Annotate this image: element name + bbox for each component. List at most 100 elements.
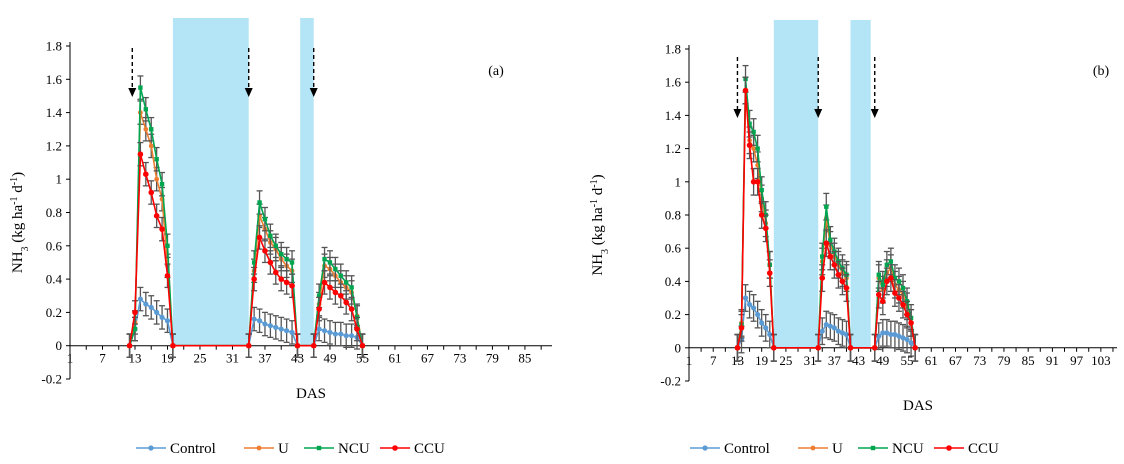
ncu-point [322, 256, 327, 262]
y-tick-label: 0.8 [46, 205, 62, 220]
control-point [896, 333, 902, 339]
ccu-point [758, 212, 765, 218]
ncu-point [132, 326, 138, 332]
ccu-point [827, 253, 834, 260]
u-point [810, 445, 816, 451]
ccu-point [746, 142, 753, 149]
ccu-point [262, 247, 268, 254]
ccu-point [245, 342, 252, 349]
control-point [159, 314, 165, 320]
control-point [164, 318, 171, 324]
x-tick-label: 43 [291, 351, 304, 366]
legend-label: Control [170, 441, 216, 457]
ccu-point [278, 276, 285, 282]
y-axis-label-part: d [590, 187, 606, 199]
ccu-point [875, 291, 882, 298]
x-tick-label: 85 [1022, 353, 1035, 368]
ncu-point [900, 285, 906, 291]
control-point [884, 330, 890, 336]
legend-label: NCU [338, 441, 370, 457]
ccu-point [316, 306, 322, 312]
x-tick-label: 61 [925, 353, 938, 368]
control-point [702, 445, 708, 451]
ncu-point [316, 293, 322, 298]
ccu-point [831, 262, 838, 268]
control-point [767, 331, 773, 338]
y-axis-label-part: d [10, 185, 26, 197]
ncu-point [349, 285, 354, 290]
x-tick-label: 7 [99, 351, 106, 366]
legend-item-u: U [244, 441, 289, 457]
control-point [273, 324, 279, 330]
control-point [251, 316, 257, 322]
x-tick-label: 79 [997, 353, 1010, 368]
x-tick-label: 1 [686, 353, 693, 368]
ncu-point [251, 260, 257, 265]
fertilizer-arrow-head [309, 88, 318, 97]
ccu-point [354, 326, 360, 332]
ccu-point [283, 279, 290, 286]
x-tick-label: 25 [779, 353, 792, 368]
shaded-region [850, 20, 871, 348]
ncu-point [149, 127, 154, 132]
ncu-point [755, 146, 760, 151]
control-point [843, 331, 850, 338]
legend-item-ccu: CCU [380, 441, 445, 457]
shaded-region [172, 18, 249, 346]
ccu-point [159, 226, 165, 232]
y-tick-label: 0 [56, 338, 63, 353]
ncu-point [884, 262, 890, 267]
control-point [892, 331, 898, 338]
ccu-point [912, 345, 918, 351]
ncu-point [759, 187, 764, 193]
fertilizer-arrow-head [870, 109, 879, 118]
x-tick-label: 49 [876, 353, 889, 368]
ccu-point [750, 179, 757, 185]
ccu-point [946, 445, 952, 451]
y-axis-label: NH3 (kg ha-1 d-1) [589, 174, 611, 275]
ccu-point [170, 342, 176, 349]
x-axis-label: DAS [903, 398, 933, 414]
ccu-point [835, 271, 842, 278]
fertilizer-arrow-head [244, 88, 253, 97]
y-tick-label: 1.8 [665, 42, 681, 57]
ccu-point [884, 278, 890, 285]
ccu-point [272, 269, 279, 276]
ccu-point [359, 342, 366, 349]
y-axis-label-part: -1 [9, 177, 20, 185]
control-point [148, 445, 154, 451]
x-tick-label: 19 [161, 351, 174, 366]
x-tick-label: 73 [453, 351, 466, 366]
ccu-point [251, 276, 257, 282]
x-tick-label: 85 [518, 351, 531, 366]
ccu-point [294, 342, 301, 349]
legend-label: Control [724, 441, 770, 457]
y-tick-label: -0.2 [660, 374, 681, 389]
x-tick-label: 1 [67, 351, 74, 366]
u-point [154, 176, 160, 182]
ncu-point [284, 256, 289, 262]
x-tick-label: 73 [973, 353, 986, 368]
x-tick-label: 79 [486, 351, 499, 366]
x-tick-label: 13 [128, 351, 141, 366]
ccu-point [164, 272, 171, 279]
y-tick-label: 1.4 [46, 105, 63, 120]
y-tick-label: 0.2 [665, 307, 681, 322]
ncu-point [165, 243, 170, 248]
ccu-point [888, 275, 894, 281]
x-tick-label: 97 [1070, 353, 1084, 368]
ncu-point [268, 233, 273, 239]
ccu-point [892, 290, 898, 296]
series-ccu [734, 76, 919, 362]
ncu-point [327, 260, 333, 265]
ccu-point [815, 345, 822, 351]
ccu-point [256, 234, 263, 241]
ccu-point [847, 345, 854, 351]
ncu-point [289, 260, 295, 265]
legend-item-control: Control [690, 441, 770, 457]
y-tick-label: 1 [56, 172, 63, 187]
x-tick-label: 7 [710, 353, 717, 368]
control-point [343, 333, 349, 339]
shaded-region [773, 20, 819, 348]
ccu-point [843, 285, 850, 291]
